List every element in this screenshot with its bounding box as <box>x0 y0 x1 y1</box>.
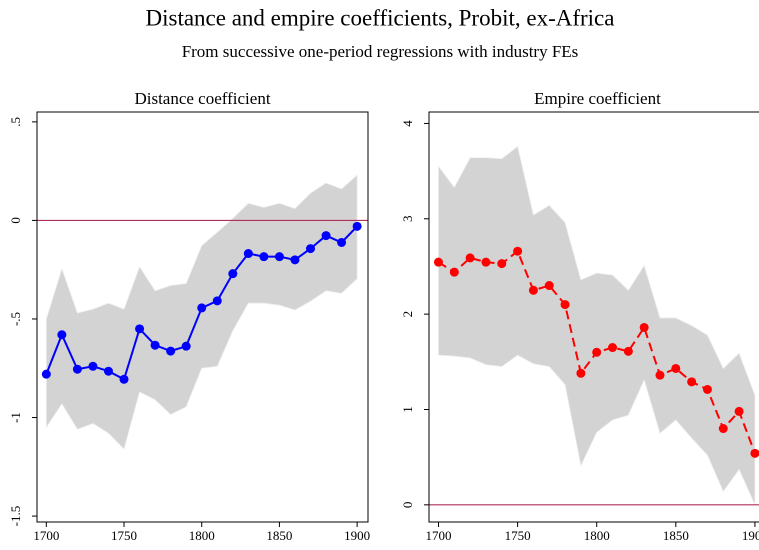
data-point <box>243 249 253 259</box>
y-tick-label: .5 <box>8 117 23 127</box>
x-tick-label: 1800 <box>189 528 215 543</box>
x-tick-label: 1850 <box>663 528 689 543</box>
data-point <box>528 285 538 295</box>
data-point <box>166 346 176 356</box>
x-tick-label: 1700 <box>425 528 451 543</box>
data-point <box>306 244 316 254</box>
data-point <box>718 424 728 434</box>
y-tick-label: 3 <box>400 216 415 223</box>
x-tick-label: 1750 <box>505 528 531 543</box>
data-point <box>687 377 697 387</box>
data-point <box>497 259 507 269</box>
data-point <box>212 296 222 306</box>
data-point <box>228 269 238 279</box>
data-point <box>623 346 633 356</box>
data-point <box>465 253 475 263</box>
data-point <box>135 324 145 334</box>
data-point <box>274 252 284 262</box>
y-tick-label: 4 <box>400 120 415 127</box>
x-tick-label: 1900 <box>344 528 370 543</box>
panel-title: Empire coefficient <box>534 89 661 108</box>
data-point <box>321 231 331 241</box>
data-point <box>608 343 618 353</box>
data-point <box>337 237 347 247</box>
data-point <box>655 370 665 380</box>
data-point <box>560 300 570 310</box>
y-tick-label: -.5 <box>8 312 23 326</box>
x-tick-label: 1900 <box>742 528 759 543</box>
data-point <box>734 406 744 416</box>
data-point <box>259 252 269 262</box>
confidence-band <box>438 145 756 506</box>
chart-subtitle: From successive one-period regressions w… <box>182 42 579 61</box>
plot-frame <box>36 111 369 523</box>
data-point <box>481 257 491 267</box>
plot-frame <box>428 111 759 523</box>
y-tick-label: -1.5 <box>8 506 23 527</box>
y-tick-label: 2 <box>400 311 415 318</box>
x-tick-label: 1700 <box>33 528 59 543</box>
y-tick-label: -1 <box>8 412 23 423</box>
data-point <box>181 341 191 351</box>
x-tick-label: 1750 <box>111 528 137 543</box>
y-tick-label: 1 <box>400 406 415 413</box>
data-point <box>150 340 160 350</box>
x-tick-label: 1800 <box>584 528 610 543</box>
data-point <box>197 303 207 313</box>
data-point <box>72 364 82 374</box>
y-tick-label: 0 <box>8 217 23 224</box>
data-point <box>639 322 649 332</box>
data-point <box>750 448 759 458</box>
x-tick-label: 1850 <box>266 528 292 543</box>
data-point <box>41 369 51 379</box>
data-point <box>513 246 523 256</box>
y-tick-label: 0 <box>400 502 415 509</box>
data-point <box>103 366 113 376</box>
data-point <box>57 330 67 340</box>
data-point <box>119 374 129 384</box>
data-point <box>702 384 712 394</box>
chart-title: Distance and empire coefficients, Probit… <box>146 5 615 30</box>
data-point <box>352 221 362 231</box>
data-point <box>433 257 443 267</box>
data-point <box>88 361 98 371</box>
data-point <box>592 347 602 357</box>
data-point <box>290 255 300 265</box>
data-point <box>449 267 459 277</box>
panel-title: Distance coefficient <box>134 89 270 108</box>
data-point <box>544 281 554 291</box>
data-point <box>671 363 681 373</box>
data-point <box>576 368 586 378</box>
